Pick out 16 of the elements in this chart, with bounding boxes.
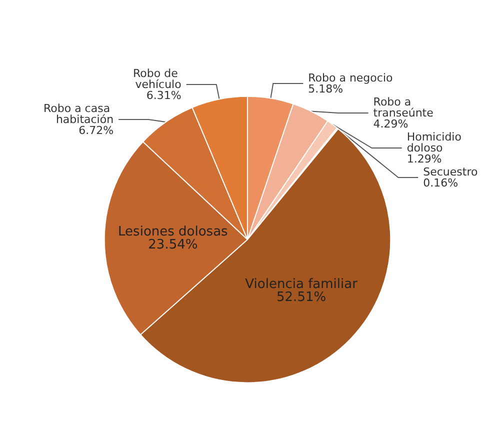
slice-label: Robo a negocio (308, 72, 393, 84)
data-label: 1.29% (406, 152, 442, 166)
slice-label: Robo a casa habitación (43, 102, 114, 126)
slice-label: Secuestro (423, 166, 478, 178)
slice-label: Robo de vehículo (133, 67, 182, 92)
data-label: 52.51% (276, 290, 326, 306)
data-label: 6.31% (146, 89, 182, 102)
slice-label: Lesiones dolosas (118, 224, 228, 240)
slice-label: Homicidio doloso (406, 130, 465, 154)
data-label: 23.54% (148, 238, 198, 253)
data-label: 5.18% (308, 82, 344, 96)
data-label: 4.29% (373, 118, 408, 130)
slice-label: Violencia familiar (245, 277, 358, 292)
data-label: 0.16% (423, 176, 458, 190)
data-label: 6.72% (78, 124, 114, 138)
slice-label: Robo a transeúnte (373, 96, 434, 120)
